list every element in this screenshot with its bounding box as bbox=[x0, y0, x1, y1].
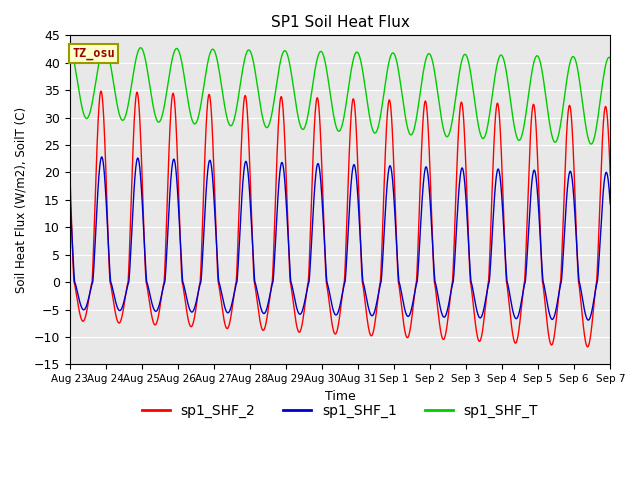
Title: SP1 Soil Heat Flux: SP1 Soil Heat Flux bbox=[271, 15, 410, 30]
Legend: sp1_SHF_2, sp1_SHF_1, sp1_SHF_T: sp1_SHF_2, sp1_SHF_1, sp1_SHF_T bbox=[136, 398, 544, 423]
Y-axis label: Soil Heat Flux (W/m2), SoilT (C): Soil Heat Flux (W/m2), SoilT (C) bbox=[15, 107, 28, 293]
sp1_SHF_T bbox=[588, 141, 595, 147]
sp1_SHF_2 bbox=[127, 189, 135, 194]
Text: TZ_osu: TZ_osu bbox=[72, 47, 115, 60]
sp1_SHF_2 bbox=[297, 328, 305, 334]
sp1_SHF_T bbox=[607, 55, 614, 61]
sp1_SHF_1 bbox=[66, 190, 74, 195]
sp1_SHF_T bbox=[538, 64, 545, 70]
sp1_SHF_T bbox=[66, 44, 74, 50]
sp1_SHF_T bbox=[273, 79, 281, 84]
Line: sp1_SHF_T: sp1_SHF_T bbox=[70, 47, 611, 144]
sp1_SHF_1 bbox=[596, 240, 604, 246]
sp1_SHF_1 bbox=[584, 317, 592, 323]
sp1_SHF_1 bbox=[127, 234, 135, 240]
sp1_SHF_2 bbox=[97, 88, 105, 94]
sp1_SHF_2 bbox=[538, 263, 545, 269]
sp1_SHF_T bbox=[296, 123, 304, 129]
X-axis label: Time: Time bbox=[324, 390, 355, 403]
sp1_SHF_T bbox=[596, 101, 604, 107]
sp1_SHF_1 bbox=[297, 311, 305, 317]
sp1_SHF_2 bbox=[66, 162, 74, 168]
sp1_SHF_1 bbox=[98, 154, 106, 160]
sp1_SHF_1 bbox=[273, 208, 281, 214]
Line: sp1_SHF_2: sp1_SHF_2 bbox=[70, 91, 611, 347]
sp1_SHF_1 bbox=[160, 283, 168, 289]
sp1_SHF_T bbox=[159, 108, 167, 113]
sp1_SHF_2 bbox=[596, 196, 604, 202]
sp1_SHF_T bbox=[127, 84, 135, 89]
Line: sp1_SHF_1: sp1_SHF_1 bbox=[70, 157, 611, 320]
sp1_SHF_1 bbox=[607, 201, 614, 207]
sp1_SHF_1 bbox=[538, 258, 545, 264]
sp1_SHF_2 bbox=[273, 150, 281, 156]
sp1_SHF_2 bbox=[160, 281, 168, 287]
sp1_SHF_2 bbox=[584, 344, 591, 350]
sp1_SHF_2 bbox=[607, 172, 614, 178]
